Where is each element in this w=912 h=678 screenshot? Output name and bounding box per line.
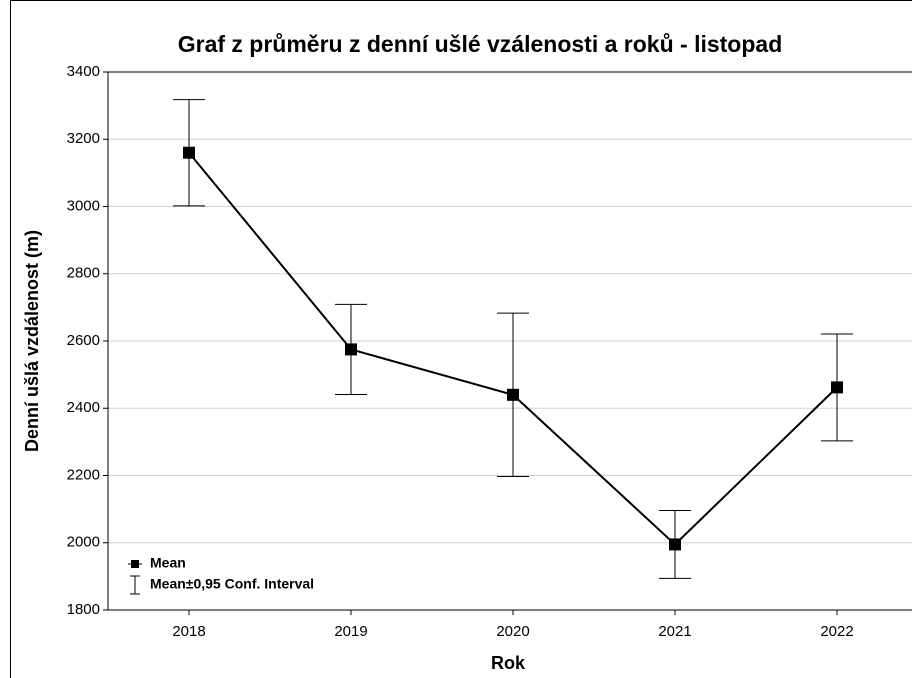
- mean-marker: [831, 381, 843, 394]
- y-tick-label: 3200: [67, 130, 100, 147]
- x-tick-label: 2019: [334, 623, 367, 640]
- mean-marker: [669, 538, 681, 551]
- x-tick-label: 2021: [658, 623, 691, 640]
- y-tick-label: 2000: [67, 534, 100, 551]
- y-axis-label: Denní ušlá vzdálenost (m): [22, 230, 42, 452]
- y-tick-label: 2800: [67, 265, 100, 282]
- mean-marker: [345, 343, 357, 356]
- y-tick-label: 2400: [67, 399, 100, 416]
- x-tick-label: 2022: [820, 623, 853, 640]
- mean-marker: [507, 388, 519, 401]
- legend-label: Mean±0,95 Conf. Interval: [150, 576, 314, 592]
- x-tick-label: 2018: [172, 623, 205, 640]
- x-tick-label: 2020: [496, 623, 529, 640]
- y-tick-label: 2200: [67, 466, 100, 483]
- x-axis-label: Rok: [491, 653, 526, 673]
- y-tick-label: 1800: [67, 601, 100, 618]
- chart-title: Graf z průměru z denní ušlé vzálenosti a…: [178, 31, 783, 57]
- y-tick-label: 3000: [67, 197, 100, 214]
- legend-label: Mean: [150, 555, 186, 571]
- y-tick-label: 2600: [67, 332, 100, 349]
- mean-marker: [183, 146, 195, 159]
- frame: [10, 0, 912, 678]
- y-tick-label: 3400: [67, 63, 100, 80]
- legend-marker: [131, 560, 139, 568]
